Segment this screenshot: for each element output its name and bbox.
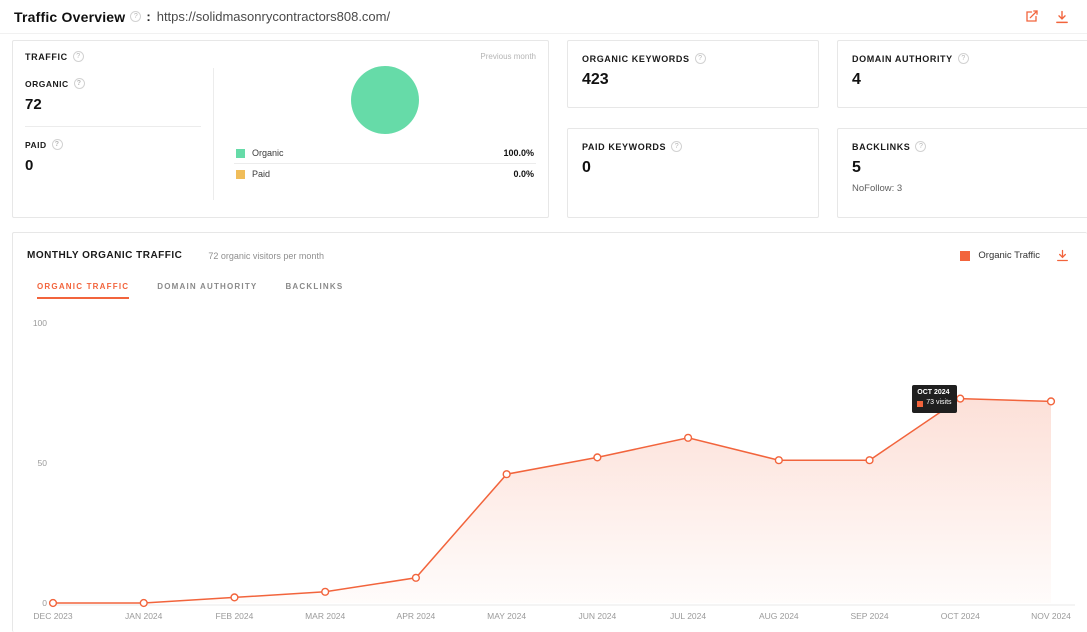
- svg-text:OCT 2024: OCT 2024: [941, 611, 980, 621]
- legend-label: Organic: [252, 148, 284, 158]
- info-icon[interactable]: ?: [73, 78, 85, 89]
- chart-point[interactable]: [683, 433, 693, 442]
- chart-area: 0 50 100 DEC 2023 JAN 2024 FEB 2024 MAR 2024 AP…: [13, 301, 1087, 625]
- paid-swatch: [236, 169, 245, 179]
- tab-domain-authority[interactable]: DOMAIN AUTHORITY: [157, 282, 258, 291]
- domain-authority-card: DOMAIN AUTHORITY ? 4: [837, 40, 1087, 108]
- organic-value: 72: [25, 96, 42, 113]
- svg-text:MAY 2024: MAY 2024: [487, 611, 526, 621]
- svg-text:DEC 2023: DEC 2023: [33, 611, 72, 621]
- backlinks-label: BACKLINKS: [852, 141, 911, 152]
- site-url: https://solidmasonrycontractors808.com/: [156, 9, 391, 24]
- vertical-divider: [213, 68, 214, 200]
- traffic-card-title: TRAFFIC: [25, 51, 68, 62]
- chart-download-icon[interactable]: [1056, 249, 1069, 262]
- chart-point[interactable]: [956, 394, 965, 403]
- paid-value: 0: [25, 157, 34, 174]
- series-legend-label: Organic Traffic: [978, 250, 1040, 261]
- traffic-sources-pie-chart: [351, 66, 419, 134]
- svg-text:APR 2024: APR 2024: [397, 611, 436, 621]
- info-icon[interactable]: ?: [957, 53, 969, 64]
- pie-legend: Organic 100.0% Paid 0.0%: [234, 143, 536, 184]
- chart-point[interactable]: [48, 598, 58, 608]
- chart-point[interactable]: [593, 453, 602, 462]
- backlinks-value: 5: [852, 159, 861, 176]
- tab-backlinks[interactable]: BACKLINKS: [285, 282, 344, 291]
- organic-swatch: [236, 148, 245, 158]
- svg-text:MAR 2024: MAR 2024: [305, 611, 345, 621]
- traffic-card: TRAFFIC ? Previous month ORGANIC ? 72 PA…: [12, 40, 549, 218]
- domain-authority-label: DOMAIN AUTHORITY: [852, 53, 953, 64]
- chart-point[interactable]: [411, 573, 421, 582]
- info-icon[interactable]: ?: [130, 11, 142, 22]
- chart-tooltip: OCT 2024 73 visits: [912, 384, 957, 414]
- info-icon[interactable]: ?: [51, 139, 63, 150]
- paid-keywords-label: PAID KEYWORDS: [582, 141, 667, 152]
- backlinks-card: BACKLINKS ? 5 NoFollow: 3: [837, 128, 1087, 218]
- legend-value: 100.0%: [503, 148, 534, 158]
- organic-keywords-label: ORGANIC KEYWORDS: [582, 53, 690, 64]
- tab-organic-traffic[interactable]: ORGANIC TRAFFIC: [37, 282, 130, 299]
- tooltip-value: 73 visits: [926, 399, 952, 407]
- edit-report-icon[interactable]: [1024, 9, 1039, 24]
- chart-point[interactable]: [865, 456, 874, 465]
- info-icon[interactable]: ?: [915, 141, 927, 152]
- chart-point[interactable]: [1046, 397, 1056, 406]
- legend-item-organic: Organic 100.0%: [234, 143, 536, 163]
- svg-text:NOV 2024: NOV 2024: [1031, 611, 1071, 621]
- divider: [25, 126, 201, 127]
- svg-text:FEB 2024: FEB 2024: [216, 611, 254, 621]
- info-icon[interactable]: ?: [694, 53, 706, 64]
- organic-metric: ORGANIC ? 72: [25, 78, 201, 113]
- topbar-actions: [1024, 9, 1069, 24]
- monthly-subtitle: 72 organic visitors per month: [208, 250, 324, 261]
- url-separator: :: [146, 9, 151, 24]
- svg-text:JAN 2024: JAN 2024: [125, 611, 163, 621]
- legend-label: Paid: [252, 169, 271, 179]
- svg-text:0: 0: [42, 598, 47, 608]
- monthly-organic-traffic-card: MONTHLY ORGANIC TRAFFIC 72 organic visit…: [12, 232, 1087, 632]
- summary-cards-row: TRAFFIC ? Previous month ORGANIC ? 72 PA…: [12, 40, 1087, 218]
- tooltip-swatch: [917, 400, 924, 407]
- chart-point[interactable]: [230, 593, 239, 602]
- monthly-title: MONTHLY ORGANIC TRAFFIC: [27, 250, 183, 261]
- svg-text:JUN 2024: JUN 2024: [578, 611, 616, 621]
- svg-text:SEP 2024: SEP 2024: [850, 611, 888, 621]
- chart-point[interactable]: [139, 598, 148, 608]
- svg-text:50: 50: [38, 458, 48, 468]
- svg-text:AUG 2024: AUG 2024: [759, 611, 799, 621]
- info-icon[interactable]: ?: [671, 141, 683, 152]
- organic-keywords-card: ORGANIC KEYWORDS ? 423: [567, 40, 819, 108]
- previous-month-label: Previous month: [480, 52, 536, 61]
- paid-label: PAID: [25, 139, 47, 150]
- download-icon[interactable]: [1055, 10, 1069, 24]
- legend-item-paid: Paid 0.0%: [234, 163, 536, 184]
- paid-metric: PAID ? 0: [25, 139, 201, 174]
- organic-keywords-value: 423: [582, 71, 609, 88]
- info-icon[interactable]: ?: [72, 51, 84, 62]
- topbar: Traffic Overview ? : https://solidmasonr…: [0, 0, 1087, 34]
- legend-value: 0.0%: [513, 169, 534, 179]
- organic-traffic-line-chart: 0 50 100 DEC 2023 JAN 2024 FEB 2024 MAR 2024 AP…: [33, 318, 1075, 621]
- tooltip-title: OCT 2024: [917, 388, 950, 396]
- organic-label: ORGANIC: [25, 78, 69, 89]
- svg-text:JUL 2024: JUL 2024: [670, 611, 706, 621]
- paid-keywords-value: 0: [582, 159, 591, 176]
- paid-keywords-card: PAID KEYWORDS ? 0: [567, 128, 819, 218]
- organic-traffic-swatch: [960, 250, 971, 261]
- svg-text:100: 100: [33, 318, 47, 328]
- backlinks-nofollow: NoFollow: 3: [852, 183, 903, 194]
- chart-point[interactable]: [774, 456, 783, 465]
- chart-tabs: ORGANIC TRAFFIC DOMAIN AUTHORITY BACKLIN…: [37, 282, 1087, 299]
- chart-point[interactable]: [321, 587, 330, 596]
- domain-authority-value: 4: [852, 71, 861, 88]
- page-title: Traffic Overview: [14, 8, 126, 25]
- chart-point[interactable]: [502, 470, 511, 479]
